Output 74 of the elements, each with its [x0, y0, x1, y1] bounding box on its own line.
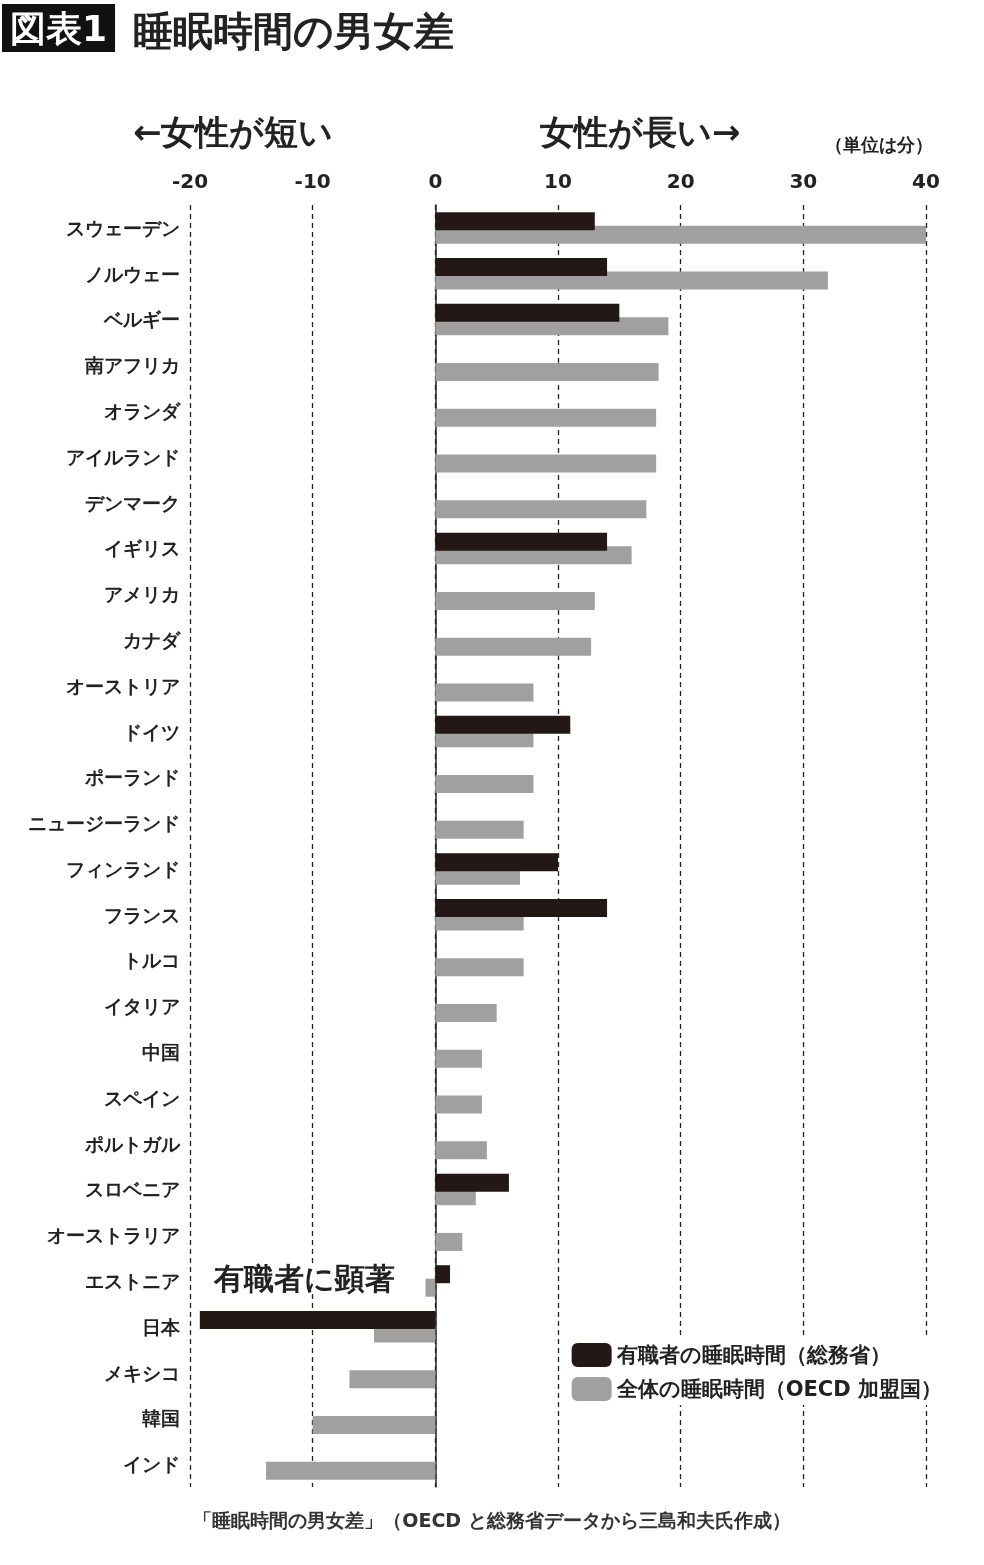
y-tick-label: スウェーデン	[66, 216, 180, 239]
bar	[435, 775, 534, 794]
y-tick-label: スロベニア	[85, 1178, 180, 1201]
x-tick-label: 30	[789, 169, 818, 193]
y-tick-label: ポルトガル	[84, 1132, 181, 1155]
bar	[435, 1049, 482, 1068]
text: ←女性が短い	[133, 112, 334, 152]
legend-label: 有職者の睡眠時間（総務省）	[615, 1343, 891, 1367]
x-tick-label: 40	[912, 169, 940, 193]
bar	[435, 820, 524, 839]
y-tick-label: ポーランド	[84, 766, 180, 789]
y-tick-label: エストニア	[85, 1269, 180, 1292]
y-tick-label: アイルランド	[66, 445, 180, 468]
text: 図表1	[10, 7, 108, 49]
y-tick-label: インド	[123, 1453, 180, 1476]
x-tick-label: -20	[171, 169, 209, 193]
y-tick-label: 南アフリカ	[84, 354, 180, 377]
y-tick-label: ドイツ	[123, 720, 180, 743]
bar	[435, 898, 608, 917]
bar	[435, 853, 558, 872]
bar	[312, 1416, 436, 1435]
y-tick-label: トルコ	[123, 949, 180, 972]
y-tick-label: イギリス	[104, 537, 180, 560]
legend-label: 全体の睡眠時間（OECD 加盟国）	[615, 1377, 943, 1401]
y-tick-label: ノルウェー	[85, 262, 180, 285]
bar	[435, 500, 647, 519]
text: 「睡眠時間の男女差」（OECD と総務省データから三島和夫氏作成）	[193, 1508, 791, 1531]
bar	[435, 683, 534, 702]
y-tick-label: オランダ	[104, 400, 181, 423]
y-tick-label: メキシコ	[104, 1361, 180, 1384]
y-tick-label: フランス	[104, 903, 180, 926]
text: 女性が長い→	[539, 112, 741, 152]
bar	[435, 1173, 509, 1192]
bar	[435, 303, 620, 322]
y-tick-label: カナダ	[123, 628, 181, 651]
bar	[435, 363, 659, 381]
bar	[435, 1095, 482, 1114]
bar	[435, 1265, 451, 1284]
y-tick-label: オーストリア	[66, 674, 180, 697]
x-tick-label: 10	[544, 169, 572, 193]
bar	[266, 1461, 436, 1480]
x-tick-label: -10	[294, 169, 331, 193]
y-tick-label: フィンランド	[66, 857, 180, 880]
y-tick-label: 韓国	[142, 1407, 180, 1430]
bar	[435, 1141, 487, 1160]
x-tick-label: 0	[428, 169, 443, 193]
chart-title: 睡眠時間の男女差	[133, 8, 454, 54]
annotation: 有職者に顕著	[213, 1260, 395, 1296]
bar	[435, 257, 608, 276]
bar	[425, 1278, 436, 1297]
bar	[435, 715, 571, 734]
y-tick-label: イタリア	[104, 995, 180, 1018]
bar	[349, 1370, 436, 1389]
y-tick-label: アメリカ	[104, 583, 180, 606]
y-tick-label: 中国	[142, 1041, 180, 1064]
bar	[435, 637, 592, 656]
y-tick-label: ベルギー	[103, 308, 180, 331]
y-tick-label: 日本	[142, 1315, 181, 1338]
bar	[435, 454, 657, 473]
y-tick-label: スペイン	[104, 1086, 180, 1109]
bar	[435, 1232, 463, 1251]
bar	[435, 212, 595, 231]
text: （単位は分）	[825, 133, 933, 155]
bar	[435, 532, 608, 551]
y-tick-label: オーストラリア	[47, 1224, 180, 1247]
bar	[199, 1311, 436, 1329]
bar	[435, 958, 524, 977]
bar	[435, 591, 595, 610]
y-tick-label: ニュージーランド	[28, 812, 180, 835]
x-tick-label: 20	[666, 169, 695, 193]
y-tick-label: デンマーク	[85, 491, 180, 514]
bar	[435, 408, 657, 427]
bar	[435, 225, 926, 244]
bar	[435, 1004, 497, 1022]
